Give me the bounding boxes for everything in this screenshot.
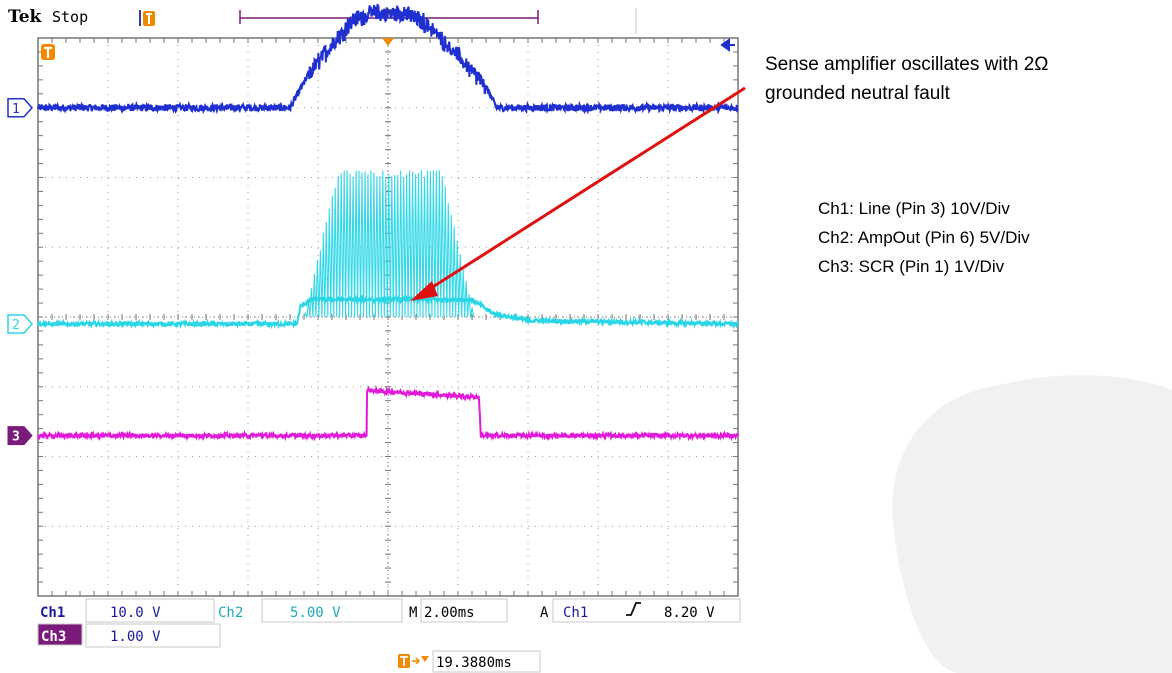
- annotation-line-2: grounded neutral fault: [765, 83, 951, 104]
- ch2-marker-number: 2: [12, 318, 20, 333]
- arrow-head: [410, 281, 438, 301]
- arrow-shaft: [427, 86, 746, 292]
- offset-arrow: [412, 657, 421, 665]
- annotation-line-1: Sense amplifier oscillates with 2Ω: [765, 54, 1049, 75]
- annotation-arrow: [410, 86, 746, 301]
- trigger-t-glyph: [44, 46, 52, 58]
- waveform-traces: [37, 3, 739, 442]
- timebase-value[interactable]: 2.00ms: [424, 605, 475, 621]
- trigger-t-icon: [139, 10, 155, 26]
- ch1-scale-box: [85, 598, 215, 623]
- ch1-marker-number: 1: [12, 102, 20, 117]
- readout-panel: [37, 598, 741, 673]
- trigger-source[interactable]: Ch1: [563, 605, 588, 621]
- header-tick: [139, 10, 141, 26]
- ch1-ground-marker: [7, 98, 34, 118]
- brand-logo: Tek: [8, 7, 43, 27]
- timebase-box: [420, 598, 508, 623]
- trigger-level-arrow: [720, 38, 735, 52]
- ch3-label[interactable]: Ch3: [41, 629, 66, 645]
- backdrop-swoosh: [892, 375, 1172, 673]
- ch3-scale[interactable]: 1.00 V: [110, 629, 161, 645]
- trigger-level-arrow-icon[interactable]: [720, 38, 735, 52]
- offset-t-glyph: [400, 656, 408, 666]
- trigger-offset-icon: [398, 654, 429, 668]
- ch1-trace: [37, 3, 739, 115]
- rising-edge-icon: [626, 602, 641, 616]
- trigger-box: [552, 598, 741, 623]
- ch3-scale-box: [85, 623, 221, 648]
- ch3-marker-number: 3: [12, 430, 20, 445]
- acquisition-status: Stop: [52, 8, 88, 26]
- rising-edge-glyph: [626, 602, 641, 616]
- trigger-position-triangle-icon[interactable]: [382, 38, 394, 46]
- channel-note-2: Ch2: AmpOut (Pin 6) 5V/Div: [818, 228, 1030, 247]
- header-trigger-glyph: [146, 13, 152, 24]
- ch2-scale-box: [261, 598, 403, 623]
- ch2-scale[interactable]: 5.00 V: [290, 605, 341, 621]
- ch1-label[interactable]: Ch1: [40, 605, 65, 621]
- trigger-position-triangle: [382, 38, 394, 46]
- trigger-offset-box: [432, 650, 541, 673]
- trigger-level-value[interactable]: 8.20 V: [664, 605, 715, 621]
- record-view-bar: [239, 9, 539, 24]
- ch2-label[interactable]: Ch2: [218, 605, 243, 621]
- annotation: Sense amplifier oscillates with 2Ω groun…: [765, 54, 1049, 276]
- acquisition-prefix: A: [540, 605, 549, 621]
- ch3-label-badge: [37, 623, 83, 646]
- channel-markers[interactable]: 1 2 3: [7, 98, 34, 446]
- channel-note-3: Ch3: SCR (Pin 1) 1V/Div: [818, 257, 1005, 276]
- ch2-trace-oscillation: [303, 170, 475, 318]
- ch1-scale[interactable]: 10.0 V: [110, 605, 161, 621]
- ch3-trace: [37, 384, 739, 442]
- ch2-ground-marker: [7, 314, 34, 334]
- graticule: [37, 37, 739, 597]
- channel-note-1: Ch1: Line (Pin 3) 10V/Div: [818, 199, 1010, 218]
- offset-triangle: [421, 656, 429, 662]
- trigger-marker-t-icon[interactable]: [41, 44, 55, 60]
- timebase-prefix: M: [409, 605, 417, 621]
- record-bracket: [239, 10, 539, 24]
- ch3-ground-marker: [7, 426, 33, 446]
- trigger-offset-value[interactable]: 19.3880ms: [436, 655, 512, 671]
